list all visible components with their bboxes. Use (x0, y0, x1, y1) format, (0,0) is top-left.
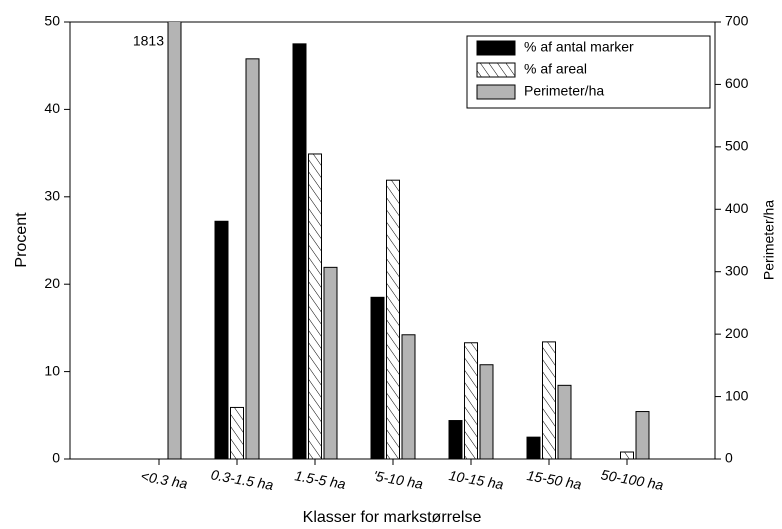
y-tick-label: 40 (44, 100, 60, 116)
y2-tick-label: 500 (725, 138, 749, 154)
bar (308, 153, 322, 459)
value-label: 1813 (133, 33, 164, 49)
bar (635, 411, 650, 459)
bar (245, 58, 260, 459)
y-tick-label: 10 (44, 362, 60, 378)
bar (526, 436, 541, 459)
legend-label: % af areal (524, 61, 587, 77)
bar (323, 266, 338, 459)
y-tick-label: 30 (44, 188, 60, 204)
bar (230, 406, 244, 459)
y2-tick-label: 100 (725, 387, 749, 403)
bars (167, 22, 650, 459)
y2-tick-label: 0 (725, 450, 733, 466)
y2-tick-label: 300 (725, 262, 749, 278)
bar (401, 334, 416, 459)
legend-label: Perimeter/ha (524, 83, 604, 99)
x-tick-label: 10-15 ha (448, 467, 505, 492)
y-axis-label: Procent (13, 212, 30, 268)
legend-label: % af antal marker (524, 39, 634, 55)
x-tick-label: '5-10 ha (372, 467, 424, 492)
legend-swatch (476, 84, 516, 100)
y2-tick-label: 400 (725, 200, 749, 216)
x-axis-label: Klasser for markstørrelse (303, 509, 482, 526)
y2-tick-label: 200 (725, 325, 749, 341)
y-tick-label: 20 (44, 275, 60, 291)
y-tick-label: 0 (52, 450, 60, 466)
bar (557, 384, 572, 459)
bar (479, 364, 494, 459)
bar (292, 43, 307, 459)
bar (370, 296, 385, 459)
y2-axis-label: Perimeter/ha (761, 200, 777, 280)
bar (386, 179, 400, 459)
bar (464, 342, 478, 459)
x-tick-label: 0.3-1.5 ha (210, 466, 275, 493)
x-tick-label: 15-50 ha (526, 467, 583, 492)
x-tick-label: <0.3 ha (140, 468, 189, 492)
y2-tick-label: 700 (725, 13, 749, 29)
x-tick-label: 1.5-5 ha (294, 467, 348, 492)
bar (542, 341, 556, 459)
y2-tick-label: 600 (725, 75, 749, 91)
x-tick-label: 50-100 ha (600, 466, 665, 493)
bar (448, 420, 463, 459)
y-tick-label: 50 (44, 13, 60, 29)
bar (214, 220, 229, 459)
bar (167, 22, 182, 459)
bar (620, 451, 634, 459)
legend-swatch (476, 40, 516, 56)
legend-swatch (476, 62, 516, 78)
